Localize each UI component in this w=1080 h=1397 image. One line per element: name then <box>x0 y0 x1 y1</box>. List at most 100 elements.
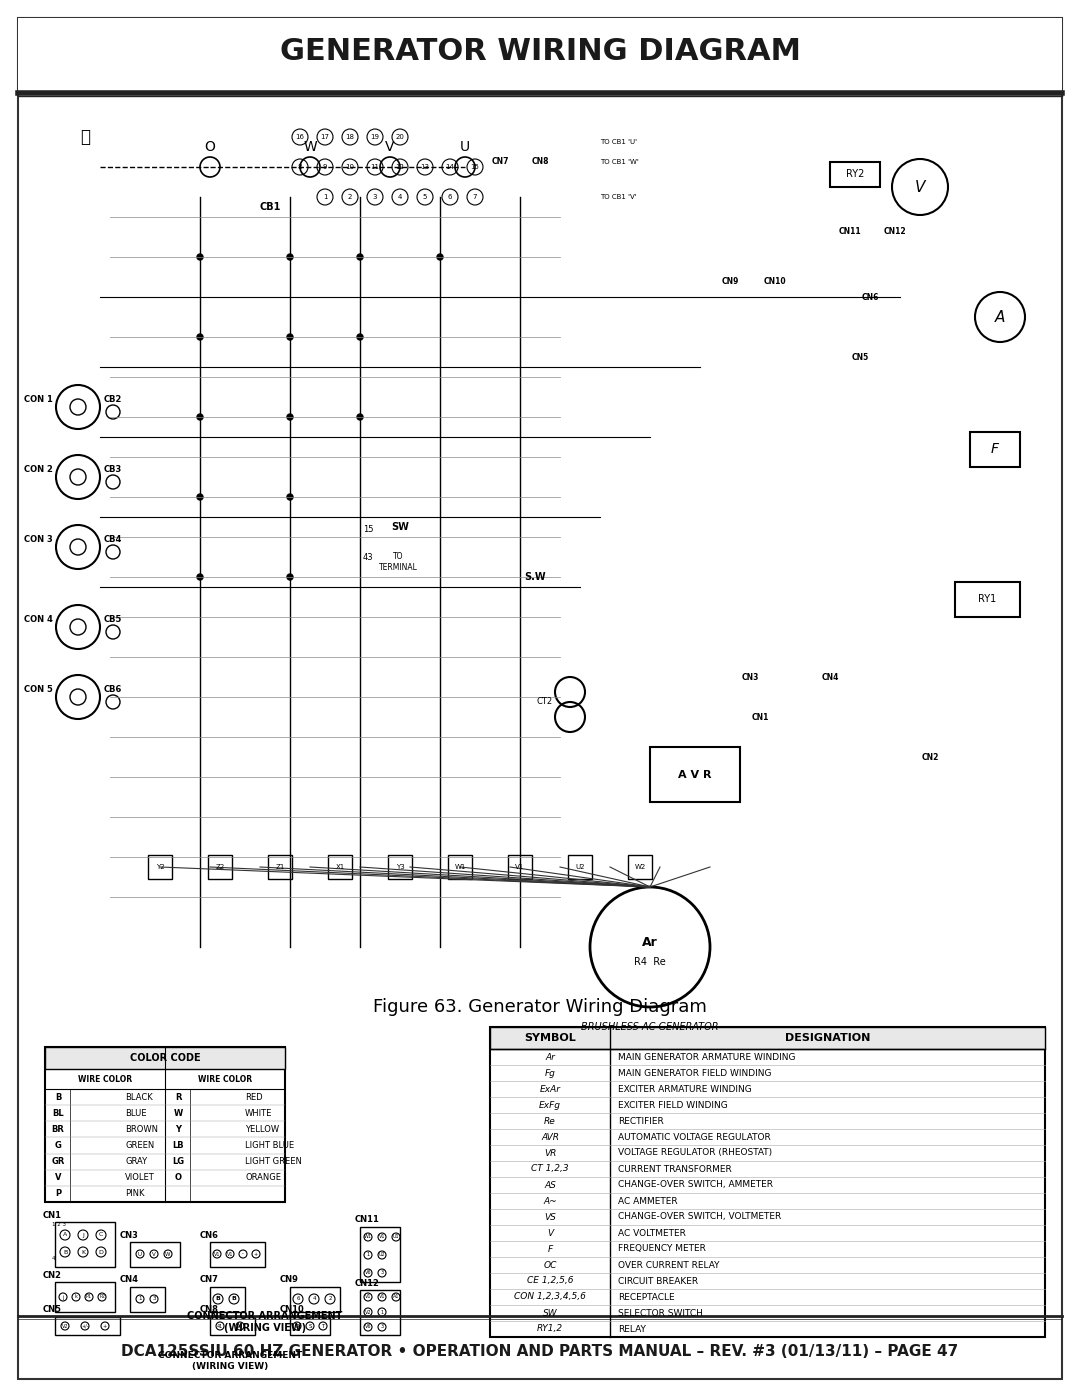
Text: 43: 43 <box>363 552 374 562</box>
Bar <box>210 1317 255 1336</box>
Bar <box>130 1287 165 1312</box>
Text: Y3: Y3 <box>395 863 404 870</box>
Text: B: B <box>216 1296 220 1302</box>
Text: CON 3: CON 3 <box>24 535 52 543</box>
Text: VIOLET: VIOLET <box>125 1173 154 1182</box>
Text: A: A <box>63 1232 67 1238</box>
Text: ExFg: ExFg <box>539 1101 561 1109</box>
Text: WHITE: WHITE <box>245 1109 272 1118</box>
Text: R: R <box>175 1092 181 1102</box>
Text: X1: X1 <box>336 863 345 870</box>
Text: DCA125SSIU 60 HZ GENERATOR • OPERATION AND PARTS MANUAL – REV. #3 (01/13/11) – P: DCA125SSIU 60 HZ GENERATOR • OPERATION A… <box>121 1344 959 1358</box>
Text: V: V <box>152 1252 156 1256</box>
Circle shape <box>197 414 203 420</box>
Text: LIGHT BLUE: LIGHT BLUE <box>245 1141 294 1150</box>
Text: CN11: CN11 <box>355 1215 380 1225</box>
Text: 1: 1 <box>323 194 327 200</box>
Text: S: S <box>308 1323 312 1329</box>
Circle shape <box>287 574 293 580</box>
Text: RY2: RY2 <box>846 169 864 179</box>
Text: W2: W2 <box>634 863 646 870</box>
Bar <box>831 162 880 187</box>
Text: 16: 16 <box>296 134 305 140</box>
Text: CN1: CN1 <box>752 712 769 721</box>
Text: TO CB1 'V': TO CB1 'V' <box>600 194 636 200</box>
Bar <box>268 855 292 879</box>
Text: W: W <box>174 1109 183 1118</box>
Text: CT2: CT2 <box>537 697 553 707</box>
Text: G: G <box>55 1141 62 1150</box>
Text: Ar: Ar <box>643 936 658 949</box>
Text: k: k <box>75 1295 78 1299</box>
Bar <box>328 855 352 879</box>
Bar <box>490 1027 1045 1049</box>
Bar <box>490 1027 1045 1337</box>
Text: CB3: CB3 <box>104 464 122 474</box>
Text: 1: 1 <box>138 1296 141 1302</box>
Text: MAIN GENERATOR FIELD WINDING: MAIN GENERATOR FIELD WINDING <box>618 1069 771 1077</box>
Text: BLACK: BLACK <box>125 1092 152 1102</box>
Text: V: V <box>386 140 395 154</box>
Text: 1: 1 <box>366 1253 369 1257</box>
Text: GRAY: GRAY <box>125 1157 147 1166</box>
Bar <box>360 1289 400 1336</box>
Text: 3: 3 <box>380 1324 383 1330</box>
Circle shape <box>287 495 293 500</box>
Bar <box>18 18 1062 95</box>
Text: BR: BR <box>52 1125 65 1134</box>
Text: 1: 1 <box>380 1309 383 1315</box>
Circle shape <box>197 574 203 580</box>
Text: SW: SW <box>542 1309 557 1317</box>
Text: P1: P1 <box>86 1295 92 1299</box>
Text: D: D <box>98 1249 104 1255</box>
Text: U2: U2 <box>379 1253 386 1257</box>
Text: RECEPTACLE: RECEPTACLE <box>618 1292 675 1302</box>
Text: (WIRING VIEW): (WIRING VIEW) <box>192 1362 268 1372</box>
Text: 19: 19 <box>370 134 379 140</box>
Text: 4: 4 <box>312 1296 315 1302</box>
Text: CB2: CB2 <box>104 394 122 404</box>
Bar <box>45 1046 285 1201</box>
Text: EXCITER FIELD WINDING: EXCITER FIELD WINDING <box>618 1101 728 1109</box>
Text: F: F <box>548 1245 553 1253</box>
Text: U1: U1 <box>393 1235 400 1239</box>
Bar <box>650 747 740 802</box>
Text: W: W <box>165 1252 171 1256</box>
Text: PINK: PINK <box>125 1189 145 1199</box>
Text: O: O <box>204 140 215 154</box>
Text: 6: 6 <box>296 1296 300 1302</box>
Text: RY1: RY1 <box>977 594 996 604</box>
Bar <box>360 1227 400 1282</box>
Text: W: W <box>303 140 316 154</box>
Text: BL: BL <box>52 1109 64 1118</box>
Text: A V R: A V R <box>678 770 712 780</box>
Text: U: U <box>138 1252 141 1256</box>
Text: 8: 8 <box>298 163 302 170</box>
Text: RECTIFIER: RECTIFIER <box>618 1116 664 1126</box>
Text: B: B <box>55 1092 62 1102</box>
Text: WIRE COLOR: WIRE COLOR <box>198 1074 252 1084</box>
Text: 98: 98 <box>237 1323 243 1329</box>
Bar <box>388 855 411 879</box>
Text: W1: W1 <box>455 863 465 870</box>
Text: A~: A~ <box>543 1196 557 1206</box>
Text: CN6: CN6 <box>200 1231 219 1239</box>
Text: MAIN GENERATOR ARMATURE WINDING: MAIN GENERATOR ARMATURE WINDING <box>618 1052 796 1062</box>
Text: CN8: CN8 <box>200 1306 219 1315</box>
Bar <box>55 1222 114 1267</box>
Text: CONNECTOR ARRANGEMENT: CONNECTOR ARRANGEMENT <box>158 1351 302 1359</box>
Text: Fg: Fg <box>544 1069 555 1077</box>
Text: V6: V6 <box>365 1270 372 1275</box>
Circle shape <box>357 254 363 260</box>
Circle shape <box>197 495 203 500</box>
Text: CN3: CN3 <box>120 1231 139 1239</box>
Text: +: + <box>103 1323 107 1329</box>
Text: W1: W1 <box>364 1235 372 1239</box>
Text: AC AMMETER: AC AMMETER <box>618 1196 677 1206</box>
Text: V1: V1 <box>379 1235 386 1239</box>
Text: Ar: Ar <box>545 1052 555 1062</box>
Text: CN2: CN2 <box>921 753 939 761</box>
Text: OVER CURRENT RELAY: OVER CURRENT RELAY <box>618 1260 719 1270</box>
Text: GENERATOR WIRING DIAGRAM: GENERATOR WIRING DIAGRAM <box>280 38 800 67</box>
Bar <box>210 1242 265 1267</box>
